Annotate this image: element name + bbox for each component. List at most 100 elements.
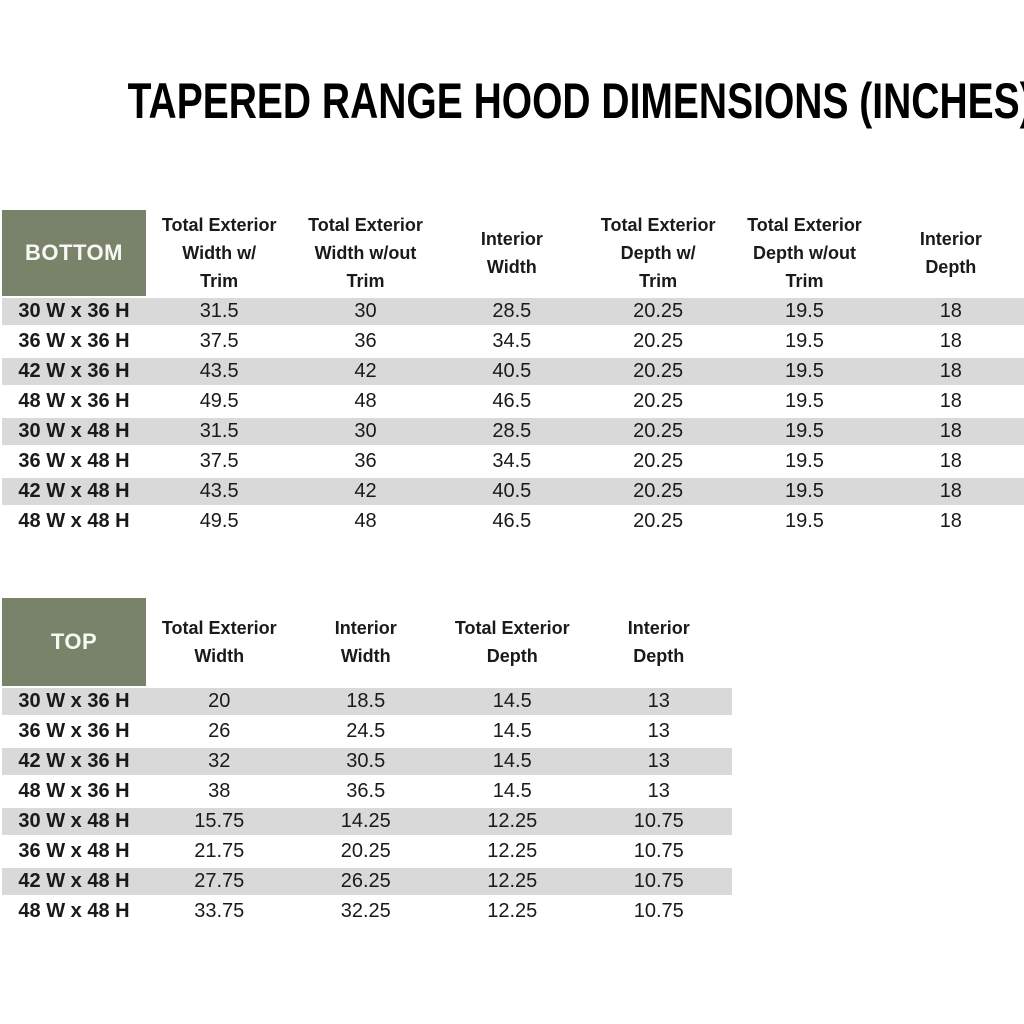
cell-value: 12.25 bbox=[439, 898, 586, 928]
cell-value: 20.25 bbox=[584, 298, 732, 328]
column-header-interior-width: Interior Width bbox=[438, 210, 585, 298]
cell-value: 14.5 bbox=[439, 748, 586, 778]
cell-value: 13 bbox=[585, 748, 732, 778]
cell-value: 19.5 bbox=[731, 328, 878, 358]
cell-value: 21.75 bbox=[146, 838, 293, 868]
row-label: 42 W x 48 H bbox=[2, 868, 146, 898]
cell-value: 19.5 bbox=[731, 448, 878, 478]
cell-value: 37.5 bbox=[146, 448, 293, 478]
cell-value: 19.5 bbox=[731, 388, 878, 418]
cell-value: 18 bbox=[877, 418, 1024, 448]
cell-value: 42 bbox=[292, 358, 439, 388]
row-label: 42 W x 48 H bbox=[2, 478, 146, 508]
cell-value: 30.5 bbox=[292, 748, 439, 778]
row-label: 36 W x 36 H bbox=[2, 328, 146, 358]
cell-value: 19.5 bbox=[731, 298, 878, 328]
cell-value: 48 bbox=[292, 388, 439, 418]
cell-value: 30 bbox=[292, 298, 439, 328]
table-row: 48 W x 36 H 38 36.5 14.5 13 bbox=[2, 778, 732, 808]
cell-value: 18 bbox=[877, 328, 1024, 358]
column-header-total-exterior-width-without-trim: Total Exterior Width w/out Trim bbox=[292, 210, 439, 298]
cell-value: 15.75 bbox=[146, 808, 293, 838]
column-header-total-exterior-depth: Total Exterior Depth bbox=[439, 598, 586, 688]
table-row: 36 W x 48 H 21.75 20.25 12.25 10.75 bbox=[2, 838, 732, 868]
column-header-total-exterior-width: Total Exterior Width bbox=[146, 598, 293, 688]
cell-value: 10.75 bbox=[585, 808, 732, 838]
cell-value: 20.25 bbox=[584, 358, 732, 388]
cell-value: 18 bbox=[877, 508, 1024, 538]
column-header-interior-depth: Interior Depth bbox=[585, 598, 732, 688]
cell-value: 13 bbox=[585, 718, 732, 748]
cell-value: 36 bbox=[292, 328, 439, 358]
row-label: 48 W x 36 H bbox=[2, 778, 146, 808]
table-row: 30 W x 36 H 31.5 30 28.5 20.25 19.5 18 bbox=[2, 298, 1024, 328]
cell-value: 46.5 bbox=[438, 508, 585, 538]
cell-value: 10.75 bbox=[585, 838, 732, 868]
cell-value: 12.25 bbox=[439, 808, 586, 838]
cell-value: 20.25 bbox=[584, 478, 732, 508]
row-label: 48 W x 48 H bbox=[2, 508, 146, 538]
bottom-table-corner-label: BOTTOM bbox=[2, 210, 146, 298]
top-table-corner-label: TOP bbox=[2, 598, 146, 688]
cell-value: 34.5 bbox=[438, 328, 585, 358]
table-row: 48 W x 36 H 49.5 48 46.5 20.25 19.5 18 bbox=[2, 388, 1024, 418]
table-row: 42 W x 48 H 27.75 26.25 12.25 10.75 bbox=[2, 868, 732, 898]
cell-value: 48 bbox=[292, 508, 439, 538]
cell-value: 19.5 bbox=[731, 478, 878, 508]
cell-value: 18 bbox=[877, 478, 1024, 508]
table-row: 30 W x 48 H 15.75 14.25 12.25 10.75 bbox=[2, 808, 732, 838]
cell-value: 37.5 bbox=[146, 328, 293, 358]
cell-value: 46.5 bbox=[438, 388, 585, 418]
cell-value: 24.5 bbox=[292, 718, 439, 748]
cell-value: 19.5 bbox=[731, 358, 878, 388]
column-header-interior-width: Interior Width bbox=[292, 598, 439, 688]
cell-value: 42 bbox=[292, 478, 439, 508]
cell-value: 14.5 bbox=[439, 778, 586, 808]
table-row: 30 W x 36 H 20 18.5 14.5 13 bbox=[2, 688, 732, 718]
row-label: 48 W x 36 H bbox=[2, 388, 146, 418]
row-label: 48 W x 48 H bbox=[2, 898, 146, 928]
table-row: 42 W x 36 H 43.5 42 40.5 20.25 19.5 18 bbox=[2, 358, 1024, 388]
cell-value: 26 bbox=[146, 718, 293, 748]
cell-value: 33.75 bbox=[146, 898, 293, 928]
cell-value: 43.5 bbox=[146, 478, 293, 508]
row-label: 42 W x 36 H bbox=[2, 358, 146, 388]
cell-value: 28.5 bbox=[438, 418, 585, 448]
cell-value: 10.75 bbox=[585, 898, 732, 928]
row-label: 30 W x 36 H bbox=[2, 688, 146, 718]
table-row: 36 W x 48 H 37.5 36 34.5 20.25 19.5 18 bbox=[2, 448, 1024, 478]
cell-value: 12.25 bbox=[439, 868, 586, 898]
cell-value: 20.25 bbox=[584, 418, 732, 448]
cell-value: 20.25 bbox=[584, 508, 732, 538]
row-label: 36 W x 48 H bbox=[2, 838, 146, 868]
cell-value: 14.5 bbox=[439, 718, 586, 748]
cell-value: 30 bbox=[292, 418, 439, 448]
cell-value: 18.5 bbox=[292, 688, 439, 718]
row-label: 36 W x 48 H bbox=[2, 448, 146, 478]
top-dimensions-table: TOP Total Exterior Width Interior Width … bbox=[2, 598, 732, 928]
cell-value: 18 bbox=[877, 388, 1024, 418]
cell-value: 31.5 bbox=[146, 298, 293, 328]
bottom-table-header-row: BOTTOM Total Exterior Width w/ Trim Tota… bbox=[2, 210, 1024, 298]
table-row: 48 W x 48 H 33.75 32.25 12.25 10.75 bbox=[2, 898, 732, 928]
cell-value: 19.5 bbox=[731, 418, 878, 448]
column-header-total-exterior-width-with-trim: Total Exterior Width w/ Trim bbox=[146, 210, 293, 298]
row-label: 42 W x 36 H bbox=[2, 748, 146, 778]
cell-value: 36 bbox=[292, 448, 439, 478]
cell-value: 20.25 bbox=[584, 388, 732, 418]
cell-value: 18 bbox=[877, 448, 1024, 478]
cell-value: 13 bbox=[585, 778, 732, 808]
column-header-interior-depth: Interior Depth bbox=[877, 210, 1024, 298]
cell-value: 31.5 bbox=[146, 418, 293, 448]
cell-value: 36.5 bbox=[292, 778, 439, 808]
table-row: 48 W x 48 H 49.5 48 46.5 20.25 19.5 18 bbox=[2, 508, 1024, 538]
table-row: 36 W x 36 H 37.5 36 34.5 20.25 19.5 18 bbox=[2, 328, 1024, 358]
cell-value: 20.25 bbox=[584, 448, 732, 478]
cell-value: 38 bbox=[146, 778, 293, 808]
cell-value: 40.5 bbox=[438, 358, 585, 388]
bottom-dimensions-table: BOTTOM Total Exterior Width w/ Trim Tota… bbox=[2, 210, 1024, 538]
cell-value: 20.25 bbox=[584, 328, 732, 358]
column-header-total-exterior-depth-with-trim: Total Exterior Depth w/ Trim bbox=[584, 210, 732, 298]
cell-value: 20 bbox=[146, 688, 293, 718]
cell-value: 19.5 bbox=[731, 508, 878, 538]
